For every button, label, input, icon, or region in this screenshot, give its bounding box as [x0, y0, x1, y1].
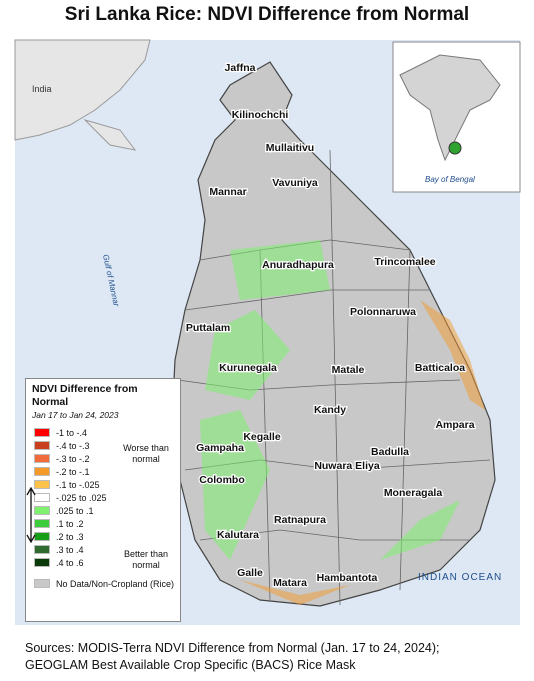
- legend-item: .025 to .1: [34, 504, 180, 517]
- ocean-label: INDIAN OCEAN: [418, 572, 502, 583]
- legend-label: -1 to -.4: [56, 427, 88, 438]
- legend-item: -.4 to -.3: [34, 439, 180, 452]
- legend-label: -.4 to -.3: [56, 440, 90, 451]
- district-label: Nuwara Eliya: [314, 460, 380, 472]
- district-label: Mannar: [209, 186, 246, 198]
- legend-label: -.2 to -.1: [56, 466, 90, 477]
- district-label: Polonnaruwa: [350, 306, 416, 318]
- district-label: Kurunegala: [219, 362, 277, 374]
- india-peninsula: [83, 118, 137, 151]
- district-label: Matale: [332, 364, 365, 376]
- legend-item: .3 to .4: [34, 543, 180, 556]
- legend-arrow: [26, 486, 36, 544]
- district-label: Kegalle: [243, 431, 281, 443]
- legend-label: -.3 to -.2: [56, 453, 90, 464]
- legend-swatch: [34, 532, 50, 541]
- district-label: Anuradhapura: [262, 259, 334, 271]
- district-label: Ratnapura: [274, 514, 326, 526]
- inset-land: [399, 54, 501, 162]
- district-label: Trincomalee: [374, 256, 435, 268]
- legend-swatch: [34, 480, 50, 489]
- inset-sri-lanka: [448, 141, 462, 155]
- district-label: Kandy: [314, 404, 346, 416]
- cropland: [200, 240, 460, 560]
- sources-line: Sources: MODIS-Terra NDVI Difference fro…: [25, 641, 440, 655]
- legend-swatch: [34, 441, 50, 450]
- legend-label: .1 to .2: [56, 518, 84, 529]
- legend-title: NDVI Difference from Normal: [32, 383, 138, 408]
- district-label: Colombo: [199, 474, 245, 486]
- legend-label: No Data/Non-Cropland (Rice): [56, 578, 175, 589]
- india-label: India: [32, 84, 52, 94]
- legend-swatch: [34, 519, 50, 528]
- district-label: Vavuniya: [272, 177, 318, 189]
- india-coast: [14, 39, 151, 141]
- district-label: Ampara: [435, 419, 474, 431]
- district-label: Gampaha: [196, 442, 244, 454]
- legend-label: .025 to .1: [56, 505, 94, 516]
- better-label: Better than normal: [123, 549, 169, 570]
- legend-label: .2 to .3: [56, 531, 84, 542]
- legend-label: .4 to .6: [56, 557, 84, 568]
- legend-period: Jan 17 to Jan 24, 2023: [32, 410, 119, 420]
- legend-item: -.1 to -.025: [34, 478, 180, 491]
- district-label: Jaffna: [225, 62, 256, 74]
- legend-item: No Data/Non-Cropland (Rice): [34, 577, 180, 590]
- legend-swatch: [34, 545, 50, 554]
- legend-label: .3 to .4: [56, 544, 84, 555]
- legend-swatch: [34, 558, 50, 567]
- legend-swatch: [34, 454, 50, 463]
- district-label: Hambantota: [317, 572, 378, 584]
- district-label: Kilinochchi: [232, 109, 289, 121]
- legend-item: .2 to .3: [34, 530, 180, 543]
- legend-swatch: [34, 467, 50, 476]
- legend-swatch: [34, 428, 50, 437]
- legend-label: -.1 to -.025: [56, 479, 100, 490]
- legend-swatch: [34, 493, 50, 502]
- title: Sri Lanka Rice: NDVI Difference from Nor…: [64, 4, 470, 25]
- worse-label: Worse than normal: [123, 443, 169, 464]
- legend-item: -.025 to .025: [34, 491, 180, 504]
- legend-item: -1 to -.4: [34, 426, 180, 439]
- district-label: Puttalam: [186, 322, 230, 334]
- district-label: Galle: [237, 567, 263, 579]
- legend: NDVI Difference from Normal Jan 17 to Ja…: [25, 378, 181, 622]
- district-label: Moneragala: [384, 487, 443, 499]
- legend-swatch: [34, 579, 50, 588]
- legend-item: .4 to .6: [34, 556, 180, 569]
- legend-rows: -1 to -.4 -.4 to -.3 -.3 to -.2 -.2 to -.1 -…: [26, 426, 180, 590]
- district-label: Mullaitivu: [266, 142, 314, 154]
- legend-item: -.2 to -.1: [34, 465, 180, 478]
- district-label: Batticaloa: [415, 362, 465, 374]
- district-label: Kalutara: [217, 529, 259, 541]
- legend-item: .1 to .2: [34, 517, 180, 530]
- district-labels: Jaffna Kilinochchi Mullaitivu Vavuniya Manna…: [185, 61, 476, 591]
- sources-line: GEOGLAM Best Available Crop Specific (BA…: [25, 658, 356, 672]
- legend-swatch: [34, 506, 50, 515]
- district-label: Matara: [273, 577, 307, 589]
- legend-label: -.025 to .025: [56, 492, 107, 503]
- district-label: Badulla: [371, 446, 409, 458]
- bay-label: Bay of Bengal: [425, 175, 475, 184]
- legend-item: -.3 to -.2: [34, 452, 180, 465]
- sources: Sources: MODIS-Terra NDVI Difference fro…: [25, 640, 440, 674]
